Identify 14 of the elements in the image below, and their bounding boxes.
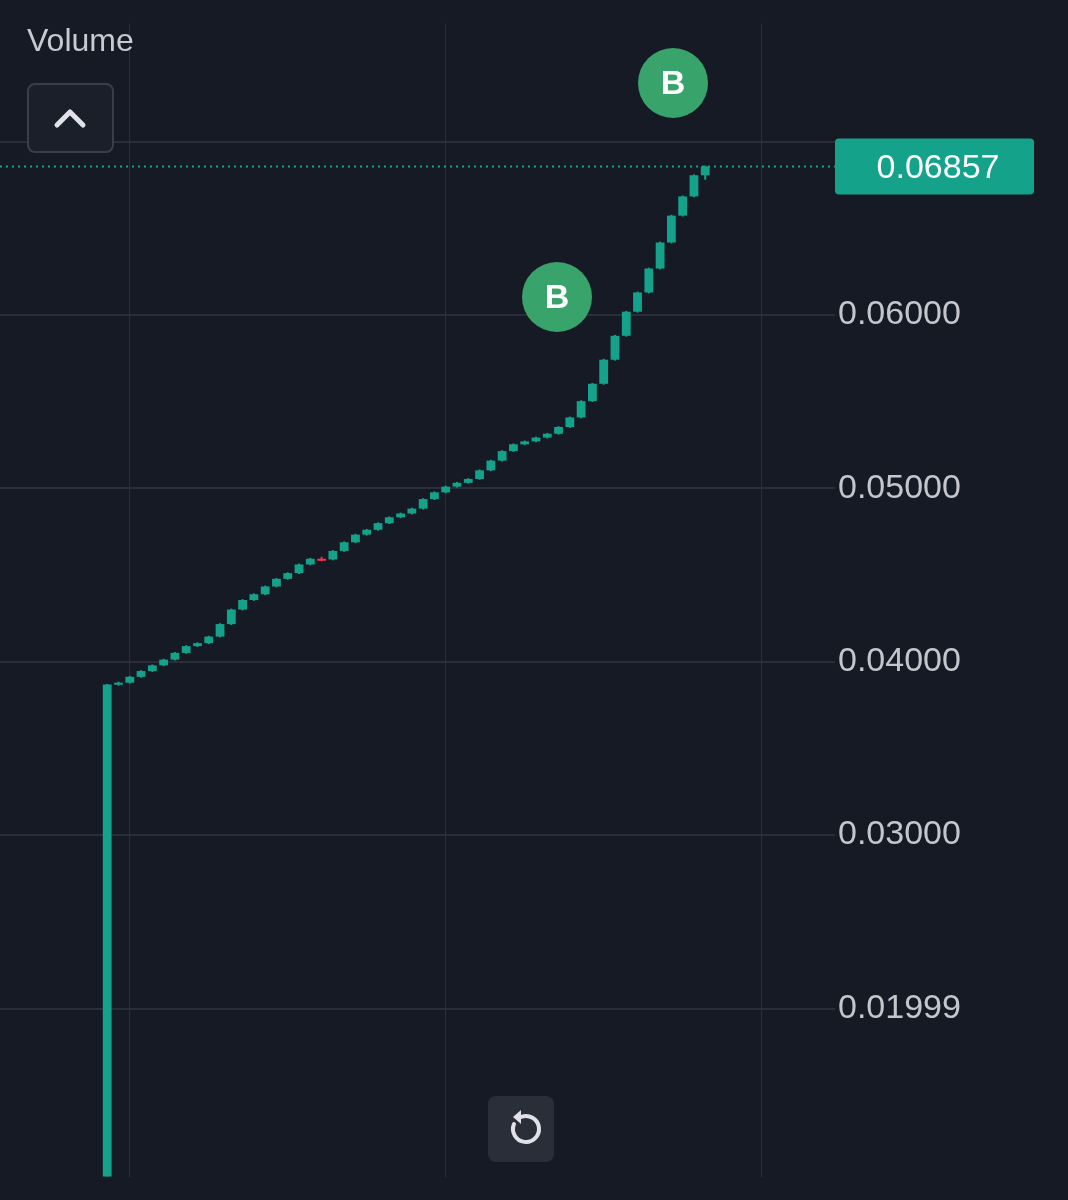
- y-tick-label: 0.05000: [838, 466, 961, 505]
- ref-line-label: 0.06857: [876, 146, 1000, 185]
- candlestick: [610, 333, 620, 362]
- y-tick-label: 0.04000: [838, 640, 961, 679]
- y-tick-label: 0.01999: [838, 986, 961, 1025]
- annotation: B: [660, 63, 686, 102]
- candlestick: [644, 266, 654, 295]
- y-tick-label: 0.06000: [838, 293, 961, 332]
- candlestick: [576, 399, 586, 420]
- annotation: B: [544, 277, 570, 316]
- annotation: Volume: [27, 22, 134, 59]
- candlestick: [689, 173, 699, 199]
- y-tick-label: 0.03000: [838, 813, 961, 852]
- candlestick: [588, 381, 597, 404]
